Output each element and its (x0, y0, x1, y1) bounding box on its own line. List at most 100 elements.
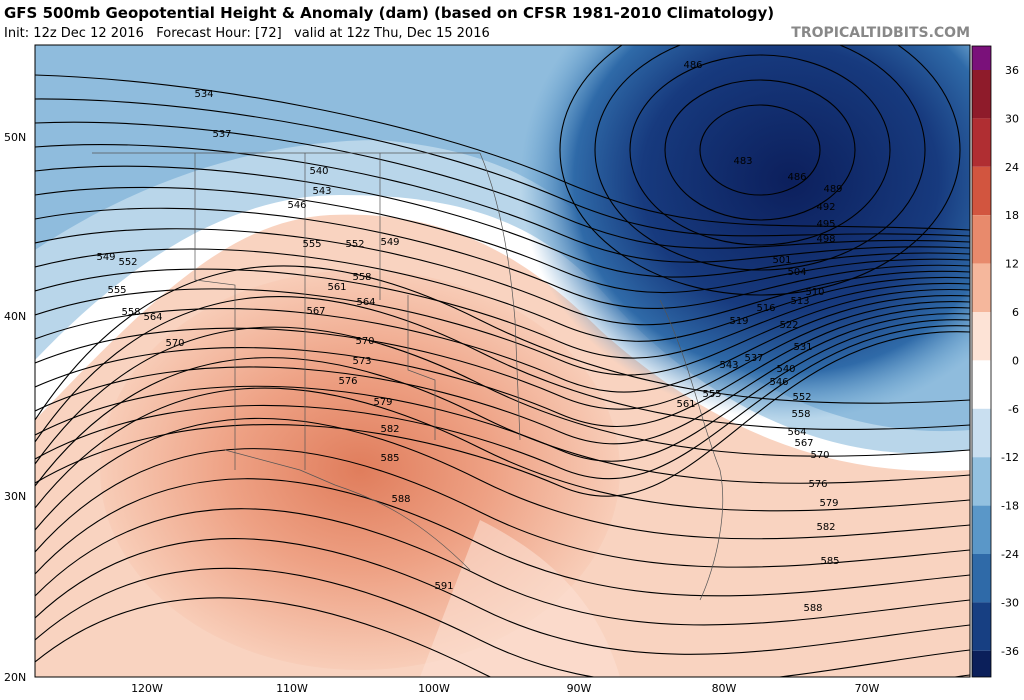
contour-line (35, 268, 970, 359)
contour-line (35, 538, 970, 655)
contour-line (664, 79, 856, 221)
title: GFS 500mb Geopotential Height & Anomaly … (4, 4, 774, 22)
contour-label: 582 (380, 424, 399, 435)
contour-line (629, 54, 891, 246)
contour-label: 561 (676, 399, 695, 410)
contour-label: 552 (118, 257, 137, 268)
colorbar-swatch (972, 602, 991, 651)
contour-label: 558 (791, 409, 810, 420)
contour-line (35, 248, 970, 342)
contour-label: 576 (808, 479, 827, 490)
longitude-label: 100W (418, 682, 450, 695)
contour-label: 486 (787, 172, 806, 183)
contour-line (35, 325, 970, 480)
borders (92, 152, 724, 601)
contour-label: 489 (823, 184, 842, 195)
contour-label: 522 (779, 320, 798, 331)
contour-line (35, 98, 970, 237)
contour-label: 486 (683, 60, 702, 71)
map-frame (34, 44, 971, 678)
contour-label: 564 (787, 427, 806, 438)
colorbar-swatch (972, 215, 991, 264)
contour-label: 555 (107, 285, 126, 296)
contour-line (35, 307, 970, 427)
map-area (35, 45, 970, 677)
contour-label: 588 (803, 603, 822, 614)
contour-label: 549 (96, 252, 115, 263)
contour-line (35, 478, 970, 597)
colorbar-label: 0 (1012, 354, 1019, 367)
contour-label: 555 (302, 239, 321, 250)
contour-line (699, 104, 821, 196)
contour-label: 570 (165, 338, 184, 349)
contour-label: 546 (287, 200, 306, 211)
contour-label: 552 (345, 239, 364, 250)
longitude-label: 90W (567, 682, 592, 695)
contour-label: 558 (121, 307, 140, 318)
contour-line (35, 313, 970, 445)
contour-label: 552 (792, 392, 811, 403)
contour-label: 570 (355, 336, 374, 347)
latitude-label: 50N (4, 131, 26, 144)
contour-label: 519 (729, 316, 748, 327)
height-contours (35, 45, 970, 677)
contour-label: 564 (356, 297, 375, 308)
contour-label: 579 (819, 498, 838, 509)
contour-line (35, 326, 970, 465)
colorbar-swatch (972, 505, 991, 554)
colorbar-label: -12 (1001, 451, 1019, 464)
longitude-label: 120W (131, 682, 163, 695)
colorbar-swatch (972, 70, 991, 119)
colorbar-swatch (972, 312, 991, 361)
contour-label: 483 (733, 156, 752, 167)
contour-line (35, 288, 970, 376)
longitude-label: 70W (855, 682, 880, 695)
contour-line (35, 597, 970, 677)
colorbar-swatch (972, 554, 991, 603)
contour-label: 531 (793, 342, 812, 353)
subtitle: Init: 12z Dec 12 2016 Forecast Hour: [72… (4, 26, 490, 41)
colorbar-frame (971, 45, 992, 678)
contour-line (35, 228, 970, 326)
colorbar-label: -6 (1008, 403, 1019, 416)
contour-label: 576 (338, 376, 357, 387)
colorbar-label: 36 (1005, 64, 1019, 77)
colorbar: 36 30 24 18 12 6 0 -6 -12 -18 -24 -30 -36 (971, 45, 1019, 678)
colorbar-swatch (972, 263, 991, 312)
contour-line (35, 301, 970, 410)
contour-line (35, 357, 970, 487)
colorbar-swatch (972, 118, 991, 167)
latitude-label: 40N (4, 310, 26, 323)
contour-label: 555 (702, 389, 721, 400)
contour-label: 564 (143, 312, 162, 323)
contour-line (35, 387, 970, 512)
contour-label: 537 (212, 129, 231, 140)
colorbar-label: -18 (1001, 500, 1019, 513)
contour-label: 561 (327, 282, 346, 293)
colorbar-swatch (972, 46, 991, 70)
contour-label: 513 (790, 296, 809, 307)
colorbar-label: -36 (1001, 645, 1019, 658)
colorbar-swatch (972, 360, 991, 409)
contour-label: 540 (309, 166, 328, 177)
contour-line (35, 319, 970, 462)
contour-label: 567 (794, 438, 813, 449)
colorbar-label: 18 (1005, 209, 1019, 222)
contour-line (35, 417, 970, 540)
contour-label: 543 (312, 186, 331, 197)
contour-line (35, 295, 970, 393)
contour-line (35, 207, 970, 309)
contour-label: 549 (380, 237, 399, 248)
longitude-label: 110W (276, 682, 308, 695)
colorbar-swatch (972, 166, 991, 216)
contour-label: 558 (352, 272, 371, 283)
contour-label: 570 (810, 450, 829, 461)
longitude-label: 80W (712, 682, 737, 695)
contour-line (35, 143, 970, 263)
contour-line (35, 448, 970, 568)
contour-label: 495 (816, 219, 835, 230)
contour-label: 498 (816, 234, 835, 245)
contour-line (594, 45, 926, 271)
colorbar-label: 12 (1005, 258, 1019, 271)
contour-label: 501 (772, 255, 791, 266)
